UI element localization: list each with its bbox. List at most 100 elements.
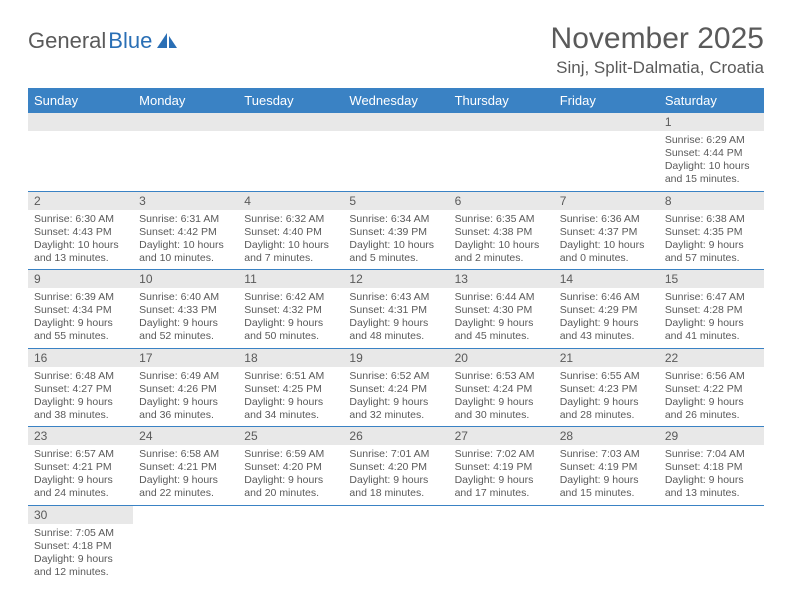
sunrise-text: Sunrise: 6:56 AM — [665, 370, 758, 383]
daylight-text-1: Daylight: 9 hours — [349, 396, 442, 409]
day-details: Sunrise: 6:36 AMSunset: 4:37 PMDaylight:… — [554, 210, 659, 270]
daylight-text-1: Daylight: 10 hours — [139, 239, 232, 252]
calendar-cell: 12Sunrise: 6:43 AMSunset: 4:31 PMDayligh… — [343, 270, 448, 349]
calendar-cell: 1Sunrise: 6:29 AMSunset: 4:44 PMDaylight… — [659, 113, 764, 191]
calendar-cell — [238, 113, 343, 191]
daylight-text-1: Daylight: 9 hours — [34, 396, 127, 409]
daylight-text-1: Daylight: 9 hours — [244, 317, 337, 330]
calendar-cell: 8Sunrise: 6:38 AMSunset: 4:35 PMDaylight… — [659, 191, 764, 270]
calendar-cell: 14Sunrise: 6:46 AMSunset: 4:29 PMDayligh… — [554, 270, 659, 349]
calendar-cell: 16Sunrise: 6:48 AMSunset: 4:27 PMDayligh… — [28, 348, 133, 427]
calendar-cell — [343, 113, 448, 191]
sunset-text: Sunset: 4:39 PM — [349, 226, 442, 239]
sunset-text: Sunset: 4:44 PM — [665, 147, 758, 160]
calendar-cell — [554, 505, 659, 583]
sunset-text: Sunset: 4:18 PM — [665, 461, 758, 474]
daylight-text-2: and 7 minutes. — [244, 252, 337, 265]
sunset-text: Sunset: 4:24 PM — [349, 383, 442, 396]
calendar-cell — [343, 505, 448, 583]
daylight-text-2: and 38 minutes. — [34, 409, 127, 422]
location: Sinj, Split-Dalmatia, Croatia — [551, 58, 764, 78]
daylight-text-2: and 41 minutes. — [665, 330, 758, 343]
daylight-text-2: and 45 minutes. — [455, 330, 548, 343]
sunset-text: Sunset: 4:33 PM — [139, 304, 232, 317]
sunset-text: Sunset: 4:21 PM — [34, 461, 127, 474]
day-number: 18 — [238, 349, 343, 367]
sunset-text: Sunset: 4:20 PM — [349, 461, 442, 474]
day-number: 29 — [659, 427, 764, 445]
sunrise-text: Sunrise: 6:58 AM — [139, 448, 232, 461]
daylight-text-2: and 48 minutes. — [349, 330, 442, 343]
sunrise-text: Sunrise: 6:35 AM — [455, 213, 548, 226]
calendar-cell: 2Sunrise: 6:30 AMSunset: 4:43 PMDaylight… — [28, 191, 133, 270]
sunrise-text: Sunrise: 6:51 AM — [244, 370, 337, 383]
daylight-text-1: Daylight: 9 hours — [455, 396, 548, 409]
daylight-text-2: and 43 minutes. — [560, 330, 653, 343]
day-header: Wednesday — [343, 88, 448, 113]
day-number: 16 — [28, 349, 133, 367]
daylight-text-1: Daylight: 10 hours — [34, 239, 127, 252]
daylight-text-1: Daylight: 9 hours — [34, 553, 127, 566]
calendar-cell: 3Sunrise: 6:31 AMSunset: 4:42 PMDaylight… — [133, 191, 238, 270]
calendar-week-row: 9Sunrise: 6:39 AMSunset: 4:34 PMDaylight… — [28, 270, 764, 349]
day-details: Sunrise: 6:57 AMSunset: 4:21 PMDaylight:… — [28, 445, 133, 505]
sunrise-text: Sunrise: 6:42 AM — [244, 291, 337, 304]
sunset-text: Sunset: 4:19 PM — [455, 461, 548, 474]
daylight-text-2: and 36 minutes. — [139, 409, 232, 422]
day-details: Sunrise: 6:51 AMSunset: 4:25 PMDaylight:… — [238, 367, 343, 427]
day-number: 13 — [449, 270, 554, 288]
sunrise-text: Sunrise: 6:46 AM — [560, 291, 653, 304]
daylight-text-2: and 17 minutes. — [455, 487, 548, 500]
day-details: Sunrise: 6:38 AMSunset: 4:35 PMDaylight:… — [659, 210, 764, 270]
day-details: Sunrise: 7:05 AMSunset: 4:18 PMDaylight:… — [28, 524, 133, 584]
sunset-text: Sunset: 4:42 PM — [139, 226, 232, 239]
calendar-cell — [659, 505, 764, 583]
day-number: 5 — [343, 192, 448, 210]
day-number: 25 — [238, 427, 343, 445]
daylight-text-1: Daylight: 10 hours — [244, 239, 337, 252]
day-number: 24 — [133, 427, 238, 445]
header: GeneralBlue November 2025 Sinj, Split-Da… — [28, 22, 764, 78]
day-number: 1 — [659, 113, 764, 131]
day-number: 28 — [554, 427, 659, 445]
calendar-cell: 4Sunrise: 6:32 AMSunset: 4:40 PMDaylight… — [238, 191, 343, 270]
daylight-text-1: Daylight: 9 hours — [665, 396, 758, 409]
sunset-text: Sunset: 4:27 PM — [34, 383, 127, 396]
daylight-text-2: and 0 minutes. — [560, 252, 653, 265]
calendar-body: 1 Sunrise: 6:29 AMSunset: 4:44 PM Daylight… — [28, 113, 764, 583]
daylight-text-1: Daylight: 9 hours — [560, 317, 653, 330]
calendar-cell: 5Sunrise: 6:34 AMSunset: 4:39 PMDaylight… — [343, 191, 448, 270]
day-details: Sunrise: 6:52 AMSunset: 4:24 PMDaylight:… — [343, 367, 448, 427]
day-details: Sunrise: 6:34 AMSunset: 4:39 PMDaylight:… — [343, 210, 448, 270]
day-header: Friday — [554, 88, 659, 113]
sunrise-text: Sunrise: 6:53 AM — [455, 370, 548, 383]
sunset-text: Sunset: 4:26 PM — [139, 383, 232, 396]
sunrise-text: Sunrise: 6:29 AM — [665, 134, 758, 147]
calendar-cell: 27Sunrise: 7:02 AMSunset: 4:19 PMDayligh… — [449, 427, 554, 506]
daylight-text-1: Daylight: 9 hours — [349, 474, 442, 487]
calendar-week-row: 30Sunrise: 7:05 AMSunset: 4:18 PMDayligh… — [28, 505, 764, 583]
sunrise-text: Sunrise: 6:55 AM — [560, 370, 653, 383]
calendar-cell — [554, 113, 659, 191]
sunset-text: Sunset: 4:34 PM — [34, 304, 127, 317]
sunrise-text: Sunrise: 6:39 AM — [34, 291, 127, 304]
sunset-text: Sunset: 4:30 PM — [455, 304, 548, 317]
day-details: Sunrise: 7:04 AMSunset: 4:18 PMDaylight:… — [659, 445, 764, 505]
calendar-cell — [133, 505, 238, 583]
sunset-text: Sunset: 4:23 PM — [560, 383, 653, 396]
sunset-text: Sunset: 4:32 PM — [244, 304, 337, 317]
sunset-text: Sunset: 4:20 PM — [244, 461, 337, 474]
daylight-text-2: and 34 minutes. — [244, 409, 337, 422]
sunrise-text: Sunrise: 7:03 AM — [560, 448, 653, 461]
calendar-week-row: 2Sunrise: 6:30 AMSunset: 4:43 PMDaylight… — [28, 191, 764, 270]
calendar-cell — [449, 505, 554, 583]
sunrise-text: Sunrise: 6:38 AM — [665, 213, 758, 226]
day-details: Sunrise: 6:55 AMSunset: 4:23 PMDaylight:… — [554, 367, 659, 427]
calendar-cell: 18Sunrise: 6:51 AMSunset: 4:25 PMDayligh… — [238, 348, 343, 427]
calendar-cell — [238, 505, 343, 583]
sunrise-text: Sunrise: 6:30 AM — [34, 213, 127, 226]
daylight-text-1: Daylight: 9 hours — [665, 317, 758, 330]
day-details: Sunrise: 6:43 AMSunset: 4:31 PMDaylight:… — [343, 288, 448, 348]
sunset-text: Sunset: 4:24 PM — [455, 383, 548, 396]
calendar-cell: 15Sunrise: 6:47 AMSunset: 4:28 PMDayligh… — [659, 270, 764, 349]
